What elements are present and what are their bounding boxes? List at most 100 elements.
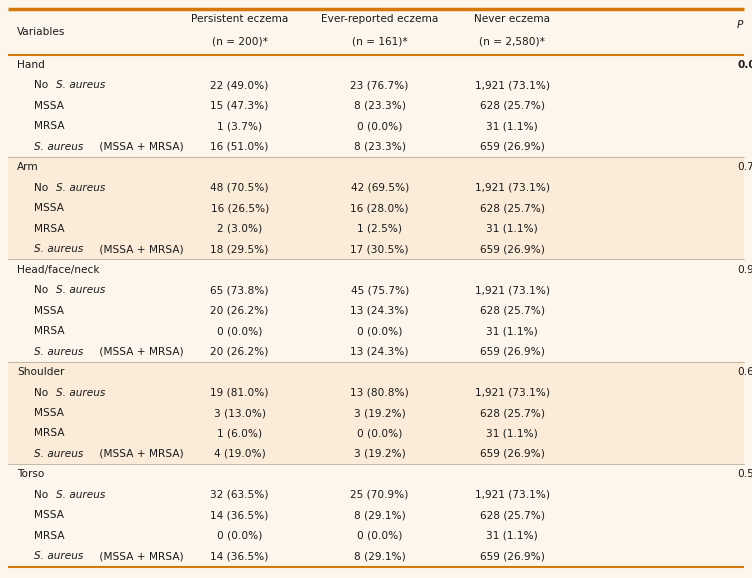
Text: MRSA: MRSA (34, 121, 65, 131)
Text: Arm: Arm (17, 162, 39, 172)
Text: 0 (0.0%): 0 (0.0%) (357, 121, 402, 131)
Text: S. aureus: S. aureus (56, 80, 106, 90)
Text: 1 (6.0%): 1 (6.0%) (217, 428, 262, 439)
Text: (n = 2,580)*: (n = 2,580)* (479, 36, 545, 47)
Text: (n = 161)*: (n = 161)* (352, 36, 408, 47)
Text: S. aureus: S. aureus (56, 490, 106, 500)
Text: 31 (1.1%): 31 (1.1%) (487, 121, 538, 131)
Bar (8, 9, 744, 54)
Text: Variables: Variables (17, 27, 65, 36)
Text: (MSSA + MRSA): (MSSA + MRSA) (96, 244, 184, 254)
Text: (MSSA + MRSA): (MSSA + MRSA) (96, 551, 184, 561)
Text: 18 (29.5%): 18 (29.5%) (211, 244, 269, 254)
Text: 45 (75.7%): 45 (75.7%) (350, 285, 409, 295)
Text: 42 (69.5%): 42 (69.5%) (350, 183, 409, 192)
Text: 13 (24.3%): 13 (24.3%) (350, 347, 409, 357)
Text: MSSA: MSSA (34, 203, 64, 213)
Text: 23 (76.7%): 23 (76.7%) (350, 80, 409, 90)
Bar (8, 280, 744, 301)
Bar (8, 136, 744, 157)
Text: 628 (25.7%): 628 (25.7%) (480, 203, 545, 213)
Text: 628 (25.7%): 628 (25.7%) (480, 306, 545, 316)
Text: No: No (34, 490, 52, 500)
Bar (8, 260, 744, 280)
Text: S. aureus: S. aureus (34, 347, 83, 357)
Text: 8 (23.3%): 8 (23.3%) (353, 142, 405, 152)
Text: 1,921 (73.1%): 1,921 (73.1%) (475, 387, 550, 398)
Text: 20 (26.2%): 20 (26.2%) (211, 347, 269, 357)
Text: 0.006: 0.006 (737, 60, 752, 70)
Bar (8, 198, 744, 218)
Bar (8, 444, 744, 464)
Text: MRSA: MRSA (34, 428, 65, 439)
Text: Persistent eczema: Persistent eczema (191, 14, 288, 24)
Text: 2 (3.0%): 2 (3.0%) (217, 224, 262, 234)
Bar (8, 525, 744, 546)
Bar (8, 177, 744, 198)
Text: 16 (28.0%): 16 (28.0%) (350, 203, 409, 213)
Text: No: No (34, 183, 52, 192)
Bar (8, 239, 744, 260)
Bar (8, 505, 744, 525)
Text: 659 (26.9%): 659 (26.9%) (480, 449, 544, 459)
Text: MRSA: MRSA (34, 224, 65, 234)
Text: S. aureus: S. aureus (34, 551, 83, 561)
Text: 17 (30.5%): 17 (30.5%) (350, 244, 409, 254)
Text: 1 (3.7%): 1 (3.7%) (217, 121, 262, 131)
Text: 0 (0.0%): 0 (0.0%) (357, 428, 402, 439)
Text: 25 (70.9%): 25 (70.9%) (350, 490, 409, 500)
Text: 659 (26.9%): 659 (26.9%) (480, 142, 544, 152)
Text: 19 (81.0%): 19 (81.0%) (211, 387, 269, 398)
Text: 14 (36.5%): 14 (36.5%) (211, 510, 269, 520)
Text: 0 (0.0%): 0 (0.0%) (357, 531, 402, 541)
Text: 3 (19.2%): 3 (19.2%) (353, 408, 405, 418)
Text: No: No (34, 387, 52, 398)
Text: 0.535: 0.535 (737, 469, 752, 479)
Text: MSSA: MSSA (34, 101, 64, 111)
Text: 0.729: 0.729 (737, 162, 752, 172)
Text: 1,921 (73.1%): 1,921 (73.1%) (475, 183, 550, 192)
Text: (MSSA + MRSA): (MSSA + MRSA) (96, 449, 184, 459)
Bar (8, 95, 744, 116)
Text: 628 (25.7%): 628 (25.7%) (480, 101, 545, 111)
Text: 4 (19.0%): 4 (19.0%) (214, 449, 265, 459)
Text: Never eczema: Never eczema (475, 14, 550, 24)
Text: S. aureus: S. aureus (34, 449, 83, 459)
Text: 13 (80.8%): 13 (80.8%) (350, 387, 409, 398)
Text: Ever-reported eczema: Ever-reported eczema (321, 14, 438, 24)
Text: 628 (25.7%): 628 (25.7%) (480, 510, 545, 520)
Text: 31 (1.1%): 31 (1.1%) (487, 531, 538, 541)
Bar (8, 485, 744, 505)
Text: MSSA: MSSA (34, 408, 64, 418)
Text: No: No (34, 80, 52, 90)
Text: (n = 200)*: (n = 200)* (211, 36, 268, 47)
Bar (8, 342, 744, 362)
Text: 31 (1.1%): 31 (1.1%) (487, 224, 538, 234)
Bar (8, 464, 744, 485)
Text: 8 (29.1%): 8 (29.1%) (353, 510, 405, 520)
Text: 20 (26.2%): 20 (26.2%) (211, 306, 269, 316)
Text: MSSA: MSSA (34, 306, 64, 316)
Text: P: P (737, 20, 744, 30)
Text: 0.602: 0.602 (737, 367, 752, 377)
Text: 8 (23.3%): 8 (23.3%) (353, 101, 405, 111)
Text: S. aureus: S. aureus (56, 183, 106, 192)
Text: 0 (0.0%): 0 (0.0%) (217, 531, 262, 541)
Text: Shoulder: Shoulder (17, 367, 65, 377)
Bar (8, 301, 744, 321)
Text: Head/face/neck: Head/face/neck (17, 265, 99, 275)
Text: 1,921 (73.1%): 1,921 (73.1%) (475, 490, 550, 500)
Text: 659 (26.9%): 659 (26.9%) (480, 347, 544, 357)
Bar (8, 403, 744, 423)
Text: 628 (25.7%): 628 (25.7%) (480, 408, 545, 418)
Text: S. aureus: S. aureus (56, 387, 106, 398)
Bar (8, 157, 744, 177)
Text: 14 (36.5%): 14 (36.5%) (211, 551, 269, 561)
Text: No: No (34, 285, 52, 295)
Text: 32 (63.5%): 32 (63.5%) (211, 490, 269, 500)
Text: 1,921 (73.1%): 1,921 (73.1%) (475, 80, 550, 90)
Text: 0.924: 0.924 (737, 265, 752, 275)
Bar (8, 321, 744, 342)
Text: 659 (26.9%): 659 (26.9%) (480, 551, 544, 561)
Text: 22 (49.0%): 22 (49.0%) (211, 80, 269, 90)
